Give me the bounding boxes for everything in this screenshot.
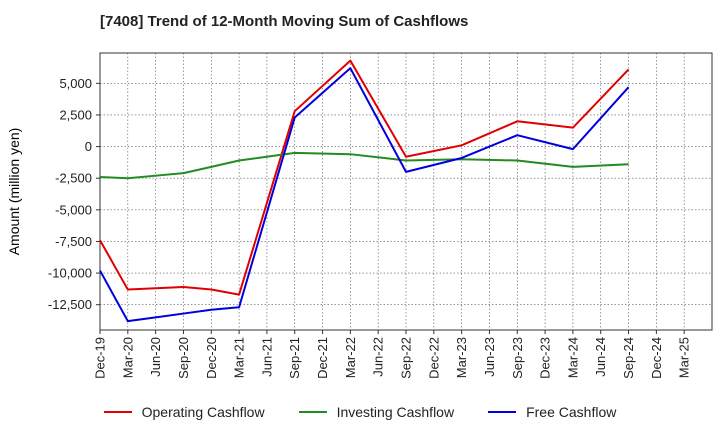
legend-swatch: [488, 411, 517, 413]
y-tick-label: -2,500: [55, 171, 92, 186]
legend-swatch: [103, 411, 132, 413]
x-tick-label: Dec-19: [93, 337, 108, 379]
x-tick-label: Sep-21: [287, 337, 302, 379]
series-line: [99, 151, 629, 180]
legend-swatch: [298, 411, 327, 413]
series-line: [99, 59, 630, 296]
x-tick-label: Dec-23: [538, 337, 553, 379]
legend-label: Operating Cashflow: [141, 404, 265, 420]
x-tick-label: Jun-21: [259, 337, 274, 377]
y-tick-label: 0: [85, 139, 92, 154]
x-tick-label: Sep-24: [621, 337, 636, 379]
y-tick-label: 5,000: [59, 76, 92, 91]
series-line: [99, 67, 630, 323]
y-tick-label: -7,500: [55, 234, 92, 249]
x-tick-label: Dec-20: [204, 337, 219, 379]
x-tick-label: Jun-20: [148, 337, 163, 377]
x-tick-label: Sep-20: [176, 337, 191, 379]
y-tick-label: -5,000: [55, 202, 92, 217]
x-tick-label: Sep-22: [399, 337, 414, 379]
grid-layer: [99, 53, 713, 330]
legend-label: Investing Cashflow: [336, 404, 455, 420]
x-tick-label: Dec-22: [426, 337, 441, 379]
legend-item: Investing Cashflow: [298, 404, 455, 420]
x-tick-label: Mar-22: [343, 337, 358, 378]
legend-label: Free Cashflow: [526, 404, 617, 420]
x-tick-label: Mar-23: [454, 337, 469, 378]
x-tick-label: Mar-24: [565, 337, 580, 378]
y-axis-ticks: 5,000 2,500 0 -2,500 -5,000 -7,500 -10,000 -12,…: [48, 76, 100, 312]
legend: Operating Cashflow Investing Cashflow Free…: [0, 404, 720, 420]
x-tick-label: Jun-22: [371, 337, 386, 377]
y-tick-label: -12,500: [48, 297, 92, 312]
chart-title: [7408] Trend of 12-Month Moving Sum of C…: [100, 13, 469, 30]
x-tick-label: Mar-25: [677, 337, 692, 378]
y-axis-label: Amount (million yen): [6, 128, 22, 256]
legend-item: Free Cashflow: [488, 404, 616, 420]
x-tick-label: Sep-23: [510, 337, 525, 379]
x-tick-label: Jun-23: [482, 337, 497, 377]
legend-item: Operating Cashflow: [103, 404, 265, 420]
x-tick-label: Dec-24: [649, 337, 664, 379]
y-tick-label: -10,000: [48, 266, 92, 281]
y-tick-label: 2,500: [59, 107, 92, 122]
x-axis-ticks: Dec-19 Mar-20 Jun-20 Sep-20 Dec-20 Mar-21 Jun-…: [93, 330, 692, 379]
x-tick-label: Mar-20: [120, 337, 135, 378]
series-layer: [99, 59, 630, 323]
x-tick-label: Dec-21: [315, 337, 330, 379]
x-tick-label: Mar-21: [232, 337, 247, 378]
x-tick-label: Jun-24: [593, 337, 608, 377]
